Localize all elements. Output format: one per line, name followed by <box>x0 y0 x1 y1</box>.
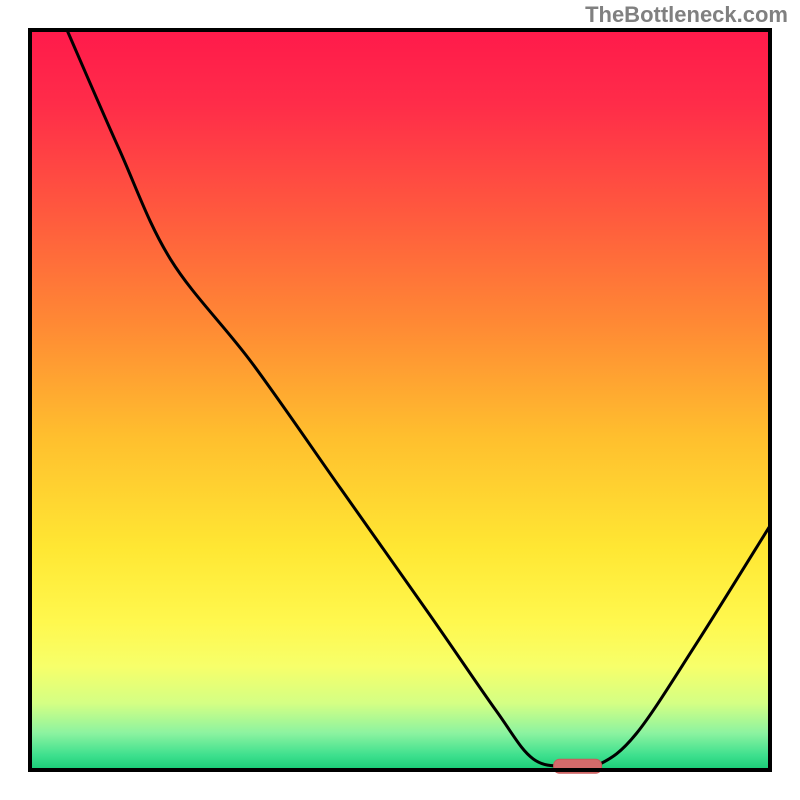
gradient-background <box>30 30 770 770</box>
chart-container: TheBottleneck.com <box>0 0 800 800</box>
bottleneck-chart <box>0 0 800 800</box>
watermark-text: TheBottleneck.com <box>585 2 788 28</box>
